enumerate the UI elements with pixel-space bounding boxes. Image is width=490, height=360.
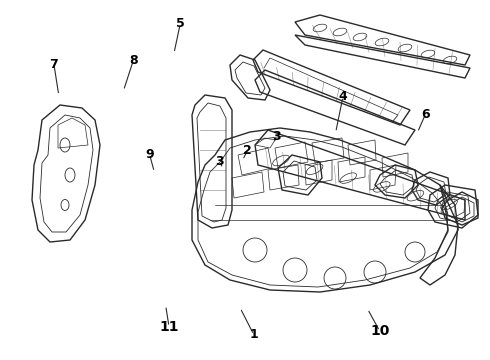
Text: 1: 1 bbox=[249, 328, 258, 341]
Text: 8: 8 bbox=[129, 54, 138, 67]
Text: 3: 3 bbox=[215, 155, 224, 168]
Text: 2: 2 bbox=[243, 144, 252, 157]
Text: 9: 9 bbox=[145, 148, 154, 161]
Text: 6: 6 bbox=[421, 108, 430, 121]
Text: 3: 3 bbox=[272, 130, 281, 143]
Text: 11: 11 bbox=[159, 320, 179, 334]
Text: 4: 4 bbox=[339, 90, 347, 103]
Text: 5: 5 bbox=[176, 17, 185, 30]
Text: 7: 7 bbox=[49, 58, 58, 71]
Text: 10: 10 bbox=[370, 324, 390, 338]
